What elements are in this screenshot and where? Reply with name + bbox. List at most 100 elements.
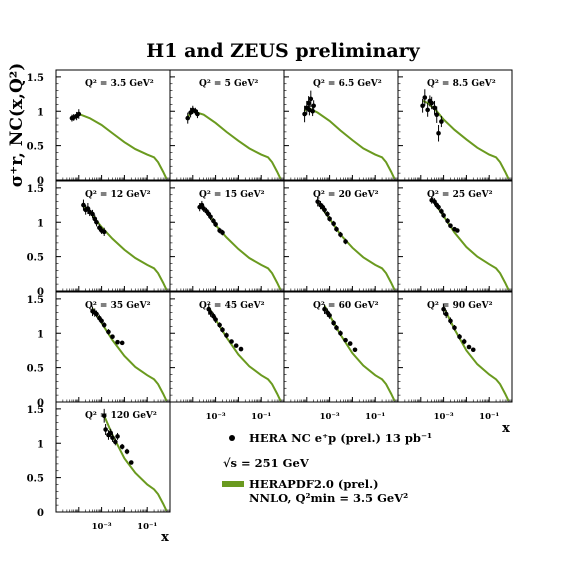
fit-curve [71, 112, 168, 180]
data-point [220, 327, 225, 333]
y-tick-label: 0 [37, 508, 44, 519]
panel-q2-label: Q² = 12 GeV² [85, 190, 151, 200]
data-point [302, 111, 307, 117]
data-point [338, 330, 343, 336]
data-point [466, 344, 472, 350]
panel-q2-label: Q² = 20 GeV² [313, 190, 379, 200]
y-tick-label: 1 [37, 329, 44, 340]
panel: 0 0.5 1 1.5 Q² = 3.5 GeV² [27, 69, 171, 187]
panel: Q² = 15 GeV² [169, 180, 285, 292]
data-point [432, 199, 437, 204]
y-tick-label: 1 [37, 107, 44, 118]
data-point [425, 107, 430, 113]
data-point [436, 130, 441, 136]
fit-curve [316, 201, 396, 291]
y-tick-label: 1.5 [27, 184, 44, 195]
data-point [115, 434, 120, 439]
data-point [327, 313, 332, 318]
y-tick-label: 0.5 [27, 474, 44, 485]
data-point [217, 322, 222, 328]
data-point [331, 221, 336, 226]
panel: Q² = 60 GeV² [283, 291, 399, 403]
data-point [76, 111, 82, 117]
data-point [311, 103, 316, 109]
x-tick-label: 10⁻³ [434, 412, 454, 422]
data-point [90, 211, 95, 217]
panel-grid: 0 0.5 1 1.5 Q² = 3.5 GeV² Q² = 5 GeV² Q² = 6.5… [27, 69, 513, 545]
x-axis-label: x [502, 421, 510, 436]
data-point [334, 226, 339, 232]
data-point [233, 343, 239, 348]
data-point [343, 337, 348, 343]
panel: Q² = 25 GeV² [397, 180, 513, 292]
panel: Q² = 20 GeV² [283, 180, 399, 292]
legend: HERA NC e⁺p (prel.) 13 pb⁻¹ √s = 251 GeV… [222, 431, 432, 505]
data-point [338, 232, 343, 237]
data-point [443, 311, 449, 317]
data-point [106, 329, 111, 335]
panel-q2-label: Q² = 35 GeV² [85, 301, 151, 311]
data-point [195, 111, 200, 117]
data-point [343, 239, 348, 244]
data-point [436, 204, 441, 210]
panel-q2-label: Q² = 120 GeV² [85, 411, 157, 421]
data-point [439, 208, 444, 214]
data-point [81, 202, 86, 208]
panel: 0 0.5 1 1.5 Q² = 35 GeV² [27, 291, 171, 409]
fit-curve [207, 306, 282, 402]
y-tick-label: 1.5 [27, 295, 44, 306]
data-point [441, 306, 446, 312]
fit-curve [323, 305, 396, 402]
y-tick-label: 0 [37, 398, 44, 409]
data-point [110, 435, 115, 441]
data-point [99, 318, 104, 324]
y-tick-label: 0.5 [27, 253, 44, 264]
data-point [110, 334, 115, 339]
data-point [206, 306, 212, 312]
data-point [185, 115, 191, 121]
data-point [434, 112, 440, 117]
panel-q2-label: Q² = 3.5 GeV² [85, 79, 154, 89]
y-tick-label: 1.5 [27, 405, 44, 416]
data-point [213, 222, 218, 227]
data-point [420, 103, 425, 109]
data-point [119, 340, 125, 346]
panel: Q² = 5 GeV² [169, 69, 285, 181]
data-point [101, 229, 107, 235]
x-tick-label: 10⁻¹ [365, 412, 385, 422]
data-point [429, 100, 434, 106]
data-point [124, 449, 130, 454]
x-tick-label: 10⁻¹ [251, 412, 271, 422]
data-point [325, 211, 330, 217]
panel-q2-label: Q² = 90 GeV² [427, 301, 493, 311]
y-tick-label: 0.5 [27, 364, 44, 375]
y-tick-label: 1 [37, 218, 44, 229]
data-point [439, 119, 444, 124]
x-tick-label: 10⁻¹ [137, 522, 157, 532]
y-tick-label: 1.5 [27, 73, 44, 84]
y-tick-label: 0 [37, 176, 44, 187]
chart-title: H1 and ZEUS preliminary [146, 40, 420, 62]
data-point [315, 199, 320, 204]
panel-q2-label: Q² = 25 GeV² [427, 190, 493, 200]
data-point [213, 317, 218, 322]
data-point [113, 439, 118, 445]
data-point [422, 95, 428, 100]
fit-curve [303, 105, 396, 180]
y-tick-label: 0 [37, 287, 44, 298]
data-point [238, 346, 244, 352]
data-point [448, 318, 453, 324]
panel-q2-label: Q² = 15 GeV² [199, 190, 265, 200]
data-point [334, 325, 339, 331]
panel-q2-label: Q² = 45 GeV² [199, 301, 265, 311]
panel: Q² = 90 GeV² [397, 291, 513, 403]
data-point [310, 108, 315, 114]
data-point [229, 339, 234, 344]
fit-curve [442, 306, 510, 402]
data-point [432, 105, 437, 111]
data-point [201, 206, 206, 211]
data-point [85, 206, 91, 211]
data-point [199, 202, 205, 208]
x-tick-label: 10⁻³ [92, 522, 112, 532]
panel: Q² = 6.5 GeV² [283, 69, 399, 181]
